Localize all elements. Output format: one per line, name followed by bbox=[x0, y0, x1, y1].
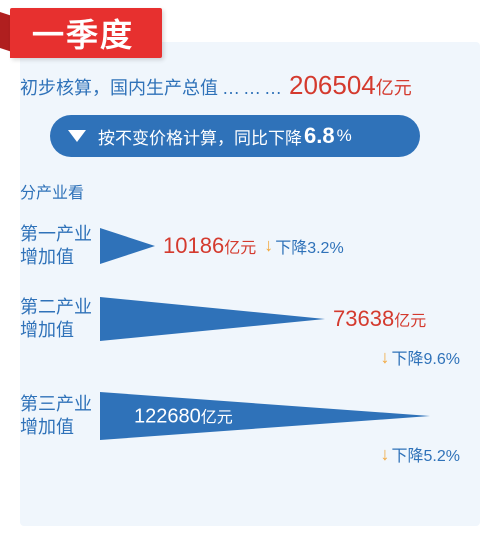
industry-1-wedge-icon bbox=[100, 228, 155, 264]
industry-2-drop: ↓ 下降9.6% bbox=[381, 345, 460, 369]
gdp-intro-text: 初步核算，国内生产总值 bbox=[20, 74, 218, 100]
industry-3-drop-label: 下降5.2% bbox=[392, 442, 460, 466]
content-area: 初步核算，国内生产总值 ……… 206504 亿元 按不变价格计算，同比下降 6… bbox=[20, 70, 490, 536]
down-triangle-icon bbox=[68, 130, 86, 142]
industry-1-drop: ↓ 下降3.2% bbox=[264, 234, 343, 258]
industry-1-value-num: 10186 bbox=[163, 233, 224, 258]
header-ribbon: 一季度 bbox=[10, 8, 162, 58]
industry-2-sub: 增加值 bbox=[20, 320, 74, 340]
industry-3-value-unit: 亿元 bbox=[201, 409, 233, 426]
industry-1-label: 第一产业 增加值 bbox=[20, 223, 100, 268]
gdp-dots: ……… bbox=[222, 78, 285, 99]
industry-2-value-unit: 亿元 bbox=[394, 313, 426, 330]
industry-1-drop-label: 下降3.2% bbox=[275, 234, 343, 258]
industry-3-label: 第三产业 增加值 bbox=[20, 393, 100, 438]
industry-1-value-unit: 亿元 bbox=[224, 240, 256, 257]
gdp-line: 初步核算，国内生产总值 ……… 206504 亿元 bbox=[20, 70, 490, 101]
industry-3-drop: ↓ 下降5.2% bbox=[381, 442, 460, 466]
gdp-unit: 亿元 bbox=[376, 74, 412, 100]
industry-2-wedge-icon bbox=[100, 297, 325, 341]
industry-row-3: 第三产业 增加值 122680亿元 ↓ 下降5.2% bbox=[20, 393, 490, 466]
industry-2-value-num: 73638 bbox=[333, 306, 394, 331]
industry-3-value: 122680亿元 bbox=[134, 403, 233, 428]
gdp-value: 206504 bbox=[289, 70, 376, 101]
industries-subtitle: 分产业看 bbox=[20, 179, 490, 203]
industry-3-name: 第三产业 bbox=[20, 394, 92, 414]
industry-row-2: 第二产业 增加值 73638亿元 ↓ 下降9.6% bbox=[20, 296, 490, 369]
pill-prefix: 按不变价格计算，同比下降 bbox=[98, 124, 302, 149]
industry-1-value: 10186亿元 bbox=[163, 233, 256, 259]
down-arrow-icon: ↓ bbox=[264, 235, 273, 256]
industry-3-sub: 增加值 bbox=[20, 417, 74, 437]
header-title: 一季度 bbox=[32, 10, 134, 56]
industry-1-name: 第一产业 bbox=[20, 224, 92, 244]
industry-1-wedge-wrap bbox=[100, 227, 155, 265]
industry-2-drop-label: 下降9.6% bbox=[392, 345, 460, 369]
industry-2-value: 73638亿元 bbox=[333, 306, 426, 332]
pill-suffix: % bbox=[337, 126, 352, 146]
pill-value: 6.8 bbox=[304, 123, 335, 149]
industry-2-label: 第二产业 增加值 bbox=[20, 296, 100, 341]
industry-1-sub: 增加值 bbox=[20, 247, 74, 267]
industry-2-name: 第二产业 bbox=[20, 297, 92, 317]
industry-3-value-num: 122680 bbox=[134, 405, 201, 427]
industry-3-wedge-wrap: 122680亿元 bbox=[100, 397, 430, 435]
down-arrow-icon: ↓ bbox=[381, 444, 390, 465]
down-arrow-icon: ↓ bbox=[381, 347, 390, 368]
decline-pill: 按不变价格计算，同比下降 6.8 % bbox=[50, 115, 420, 157]
industry-2-wedge-wrap bbox=[100, 300, 325, 338]
industry-row-1: 第一产业 增加值 10186亿元 ↓ 下降3.2% bbox=[20, 223, 490, 268]
